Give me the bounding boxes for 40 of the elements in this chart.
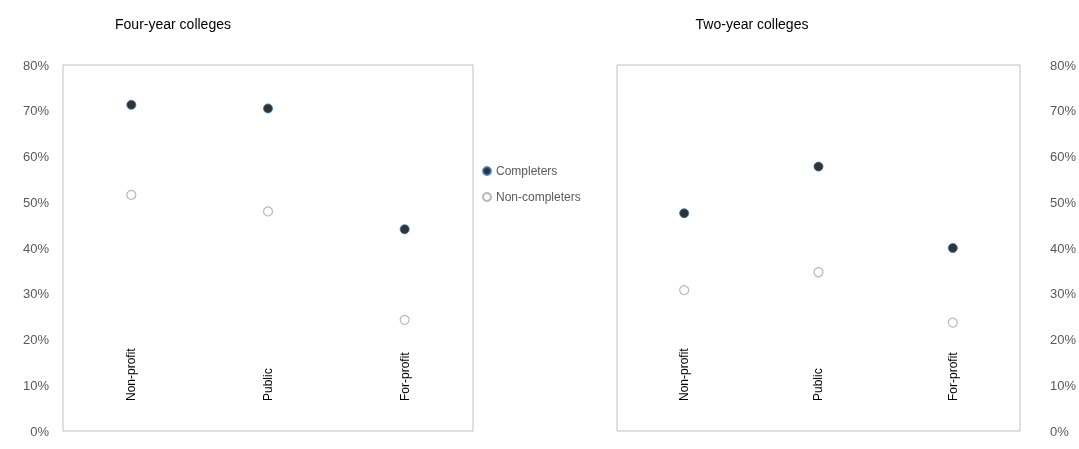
y-tick-label: 10% [22, 377, 50, 393]
y2-tick-label: 80% [1049, 57, 1077, 73]
y-tick-label: 80% [22, 57, 50, 73]
y-tick-label: 20% [22, 332, 50, 347]
point [947, 243, 958, 253]
y2-tick-label: 50% [1049, 194, 1077, 210]
point [399, 314, 410, 325]
point [126, 189, 137, 201]
y-tick-label: 0% [30, 423, 50, 439]
x-tick-label: Non-profit [677, 347, 692, 401]
x-tick-label: For-profit [397, 351, 412, 401]
y-tick-label: 40% [22, 240, 50, 256]
y-tick-label: 70% [22, 103, 50, 119]
chart-title: Four-year colleges [115, 16, 231, 32]
y-tick-label: 50% [22, 194, 50, 210]
x-tick-label: For-profit [945, 351, 960, 401]
point [947, 317, 958, 328]
y-tick-label: 60% [22, 149, 50, 164]
y2-tick-label: 30% [1049, 286, 1077, 302]
y2-tick-label: 70% [1049, 103, 1077, 119]
x-tick-label: Public [261, 368, 275, 401]
point [399, 224, 410, 235]
y2-tick-label: 40% [1049, 240, 1077, 256]
y-tick-label: 30% [22, 286, 50, 302]
y2-tick-label: 20% [1049, 332, 1077, 347]
point [263, 103, 273, 114]
point [126, 99, 137, 110]
y2-tick-label: 10% [1049, 377, 1077, 393]
legend-label: Non-completers [496, 190, 581, 204]
x-tick-label: Non-profit [124, 347, 139, 401]
point [813, 267, 824, 278]
point [679, 208, 690, 219]
point [262, 206, 274, 217]
y2-tick-label: 60% [1049, 149, 1077, 164]
point [679, 284, 690, 296]
point [813, 161, 824, 172]
y2-tick-label: 0% [1049, 423, 1070, 439]
legend-label: Completers [496, 164, 558, 178]
chart-title: Two-year colleges [695, 16, 809, 32]
x-tick-label: Public [811, 368, 826, 401]
